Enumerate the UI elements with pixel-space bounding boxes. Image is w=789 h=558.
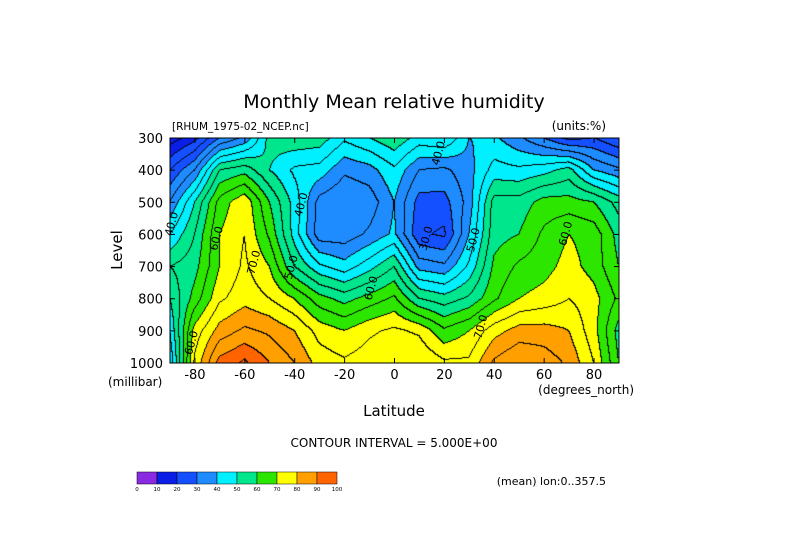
- x-tick-label: -40: [284, 368, 305, 383]
- colorbar-swatch: [276, 471, 298, 485]
- colorbar-tick-label: 0: [135, 487, 139, 493]
- x-tick-label: 0: [390, 368, 398, 383]
- colorbar-tick-label: 50: [234, 487, 241, 493]
- contour-label: 60.0: [207, 225, 226, 252]
- contour-label: 40.0: [162, 210, 181, 237]
- colorbar-swatch: [136, 471, 158, 485]
- contour-label: 40.0: [292, 191, 311, 218]
- chart-title: Monthly Mean relative humidity: [243, 91, 545, 113]
- colorbar-swatch: [236, 471, 258, 485]
- colorbar-swatch: [296, 471, 318, 485]
- contour-label: 70.0: [244, 249, 263, 276]
- y-axis-units: (millibar): [108, 375, 162, 389]
- x-tick-label: -20: [334, 368, 355, 383]
- y-tick-label: 500: [138, 196, 163, 211]
- y-tick-label: 400: [138, 164, 163, 179]
- colorbar-tick-label: 80: [294, 487, 301, 493]
- x-axis-title: Latitude: [363, 402, 425, 420]
- colorbar-tick-label: 90: [314, 487, 321, 493]
- y-tick-label: 600: [138, 228, 163, 243]
- x-axis-units: (degrees_north): [538, 383, 634, 397]
- colorbar-tick-label: 40: [214, 487, 221, 493]
- colorbar-swatch: [176, 471, 198, 485]
- contour-label: 50.0: [464, 226, 483, 253]
- colorbar-swatch: [196, 471, 218, 485]
- y-tick-label: 1000: [130, 357, 163, 372]
- y-axis-title: Level: [108, 230, 126, 270]
- contour-label: 30.0: [417, 225, 436, 252]
- contour-labels: 40.0 40.0 30.0 50.0 60.0 70.0 50.0 60.0 60.0 70.0…: [162, 140, 575, 357]
- mean-longitude-note: (mean) lon:0..357.5: [497, 475, 606, 488]
- y-tick-label: 700: [138, 261, 163, 276]
- colorbar-tick-label: 70: [274, 487, 281, 493]
- colorbar-swatch: [316, 471, 338, 485]
- colorbar-swatch: [256, 471, 278, 485]
- y-tick-label: 300: [138, 132, 163, 147]
- y-axis: 300 400 500 600 700 800 900 1000: [130, 132, 619, 372]
- y-tick-label: 900: [138, 325, 163, 340]
- x-tick-label: 80: [586, 368, 603, 383]
- contour-label: 60.0: [362, 275, 381, 302]
- x-tick-label: -60: [234, 368, 255, 383]
- colorbar-swatch: [216, 471, 238, 485]
- x-tick-label: 20: [436, 368, 453, 383]
- units-label: (units:%): [552, 119, 606, 133]
- contour-interval-note: CONTOUR INTERVAL = 5.000E+00: [291, 436, 498, 450]
- colorbar-swatch: [156, 471, 178, 485]
- contour-label: 50.0: [282, 254, 301, 281]
- colorbar-tick-label: 60: [254, 487, 261, 493]
- colorbar-tick-label: 10: [154, 487, 161, 493]
- colorbar-tick-label: 100: [332, 487, 343, 493]
- heatmap-area: 40.0 40.0 30.0 50.0 60.0 70.0 50.0 60.0 60.0 70.0…: [162, 137, 620, 364]
- contour-label: 40.0: [429, 140, 448, 167]
- x-tick-label: -80: [184, 368, 205, 383]
- colorbar-tick-label: 30: [194, 487, 201, 493]
- contour-label: 60.0: [182, 329, 201, 356]
- dataset-label: [RHUM_1975-02_NCEP.nc]: [172, 121, 309, 133]
- contour-label: 70.0: [471, 313, 490, 340]
- colorbar: 0 10 20 30 40 50 60 70 80 90 100: [135, 471, 343, 493]
- humidity-contour-fill: [170, 138, 619, 363]
- y-tick-label: 800: [138, 293, 163, 308]
- colorbar-tick-label: 20: [174, 487, 181, 493]
- x-axis: -80 -60 -40 -20 0 20 40 60 80: [184, 138, 602, 383]
- contour-label: 60.0: [556, 220, 575, 247]
- x-tick-label: 60: [536, 368, 553, 383]
- x-tick-label: 40: [486, 368, 503, 383]
